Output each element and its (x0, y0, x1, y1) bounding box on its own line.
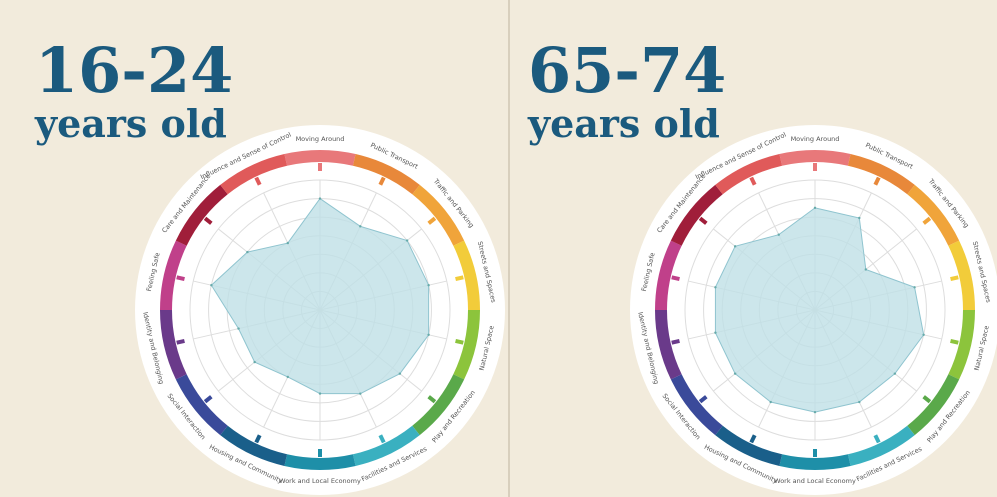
band-tick (203, 216, 213, 225)
radar-point (286, 241, 289, 245)
category-band (907, 184, 960, 246)
category-band (907, 374, 960, 436)
category-band (948, 240, 975, 310)
radar-point (777, 233, 780, 236)
band-tick (254, 176, 262, 186)
radar-point (858, 216, 861, 220)
radar-point (733, 372, 737, 375)
band-tick (455, 338, 464, 345)
category-band (847, 154, 915, 195)
band-tick (698, 216, 708, 225)
band-tick (176, 338, 185, 345)
band-tick (176, 275, 185, 282)
chart-subtitle: years old (34, 101, 227, 146)
category-band (779, 454, 851, 470)
band-tick (427, 395, 437, 404)
category-band (160, 310, 187, 380)
band-tick (749, 434, 757, 444)
category-band (779, 150, 851, 166)
category-band (175, 374, 228, 436)
category-band (175, 184, 228, 246)
radar-point (858, 400, 861, 404)
category-band (284, 150, 356, 166)
band-tick (671, 338, 680, 345)
category-band (220, 425, 288, 466)
category-band (670, 374, 723, 436)
radar-point (714, 286, 717, 289)
category-label: Work and Local Economy (279, 477, 361, 485)
radar-point (427, 333, 430, 336)
category-band (220, 154, 288, 195)
radar-point (714, 331, 717, 334)
band-tick (427, 216, 437, 225)
band-tick (254, 434, 262, 444)
radar-point (733, 245, 737, 248)
category-band (715, 425, 783, 466)
band-tick (455, 275, 464, 282)
band-tick (378, 176, 386, 186)
radar-point (405, 239, 409, 242)
radar-point (864, 268, 868, 271)
radar-point (922, 333, 925, 336)
band-tick (698, 395, 708, 404)
radar-point (893, 372, 897, 375)
band-tick (922, 216, 932, 225)
radar-point (813, 410, 817, 414)
band-tick (873, 176, 881, 186)
category-band (160, 240, 187, 310)
radar-point (398, 372, 402, 375)
category-band (670, 184, 723, 246)
radar-point (246, 250, 249, 254)
band-tick (922, 395, 932, 404)
category-label: Work and Local Economy (774, 477, 856, 485)
category-band (847, 425, 915, 466)
band-tick (873, 434, 881, 444)
band-tick (950, 275, 959, 282)
band-tick (378, 434, 386, 444)
radar-point (359, 225, 362, 228)
category-band (412, 184, 465, 246)
band-tick (950, 338, 959, 345)
category-label: Moving Around (791, 135, 840, 143)
category-band (715, 154, 783, 195)
category-band (453, 240, 480, 310)
category-band (352, 425, 420, 466)
radar-point (318, 392, 322, 395)
chart-subtitle: years old (527, 101, 720, 146)
radar-point (237, 327, 240, 330)
category-band (655, 240, 682, 310)
chart-title: 16-24 (35, 34, 233, 107)
radar-point (813, 206, 817, 210)
chart-title: 65-74 (528, 34, 726, 107)
radar-point (318, 197, 322, 200)
radar-point (286, 375, 289, 379)
category-band (352, 154, 420, 195)
radar-point (427, 284, 430, 287)
category-label: Moving Around (296, 135, 345, 143)
band-tick (203, 395, 213, 404)
radar-point (359, 392, 362, 395)
radar-point (769, 400, 772, 404)
band-tick (671, 275, 680, 282)
category-band (412, 374, 465, 436)
band-tick (749, 176, 757, 186)
category-band (453, 310, 480, 380)
radar-point (210, 284, 213, 287)
category-band (284, 454, 356, 470)
category-band (948, 310, 975, 380)
radar-point (253, 360, 256, 364)
radar-point (913, 286, 916, 289)
category-band (655, 310, 682, 380)
